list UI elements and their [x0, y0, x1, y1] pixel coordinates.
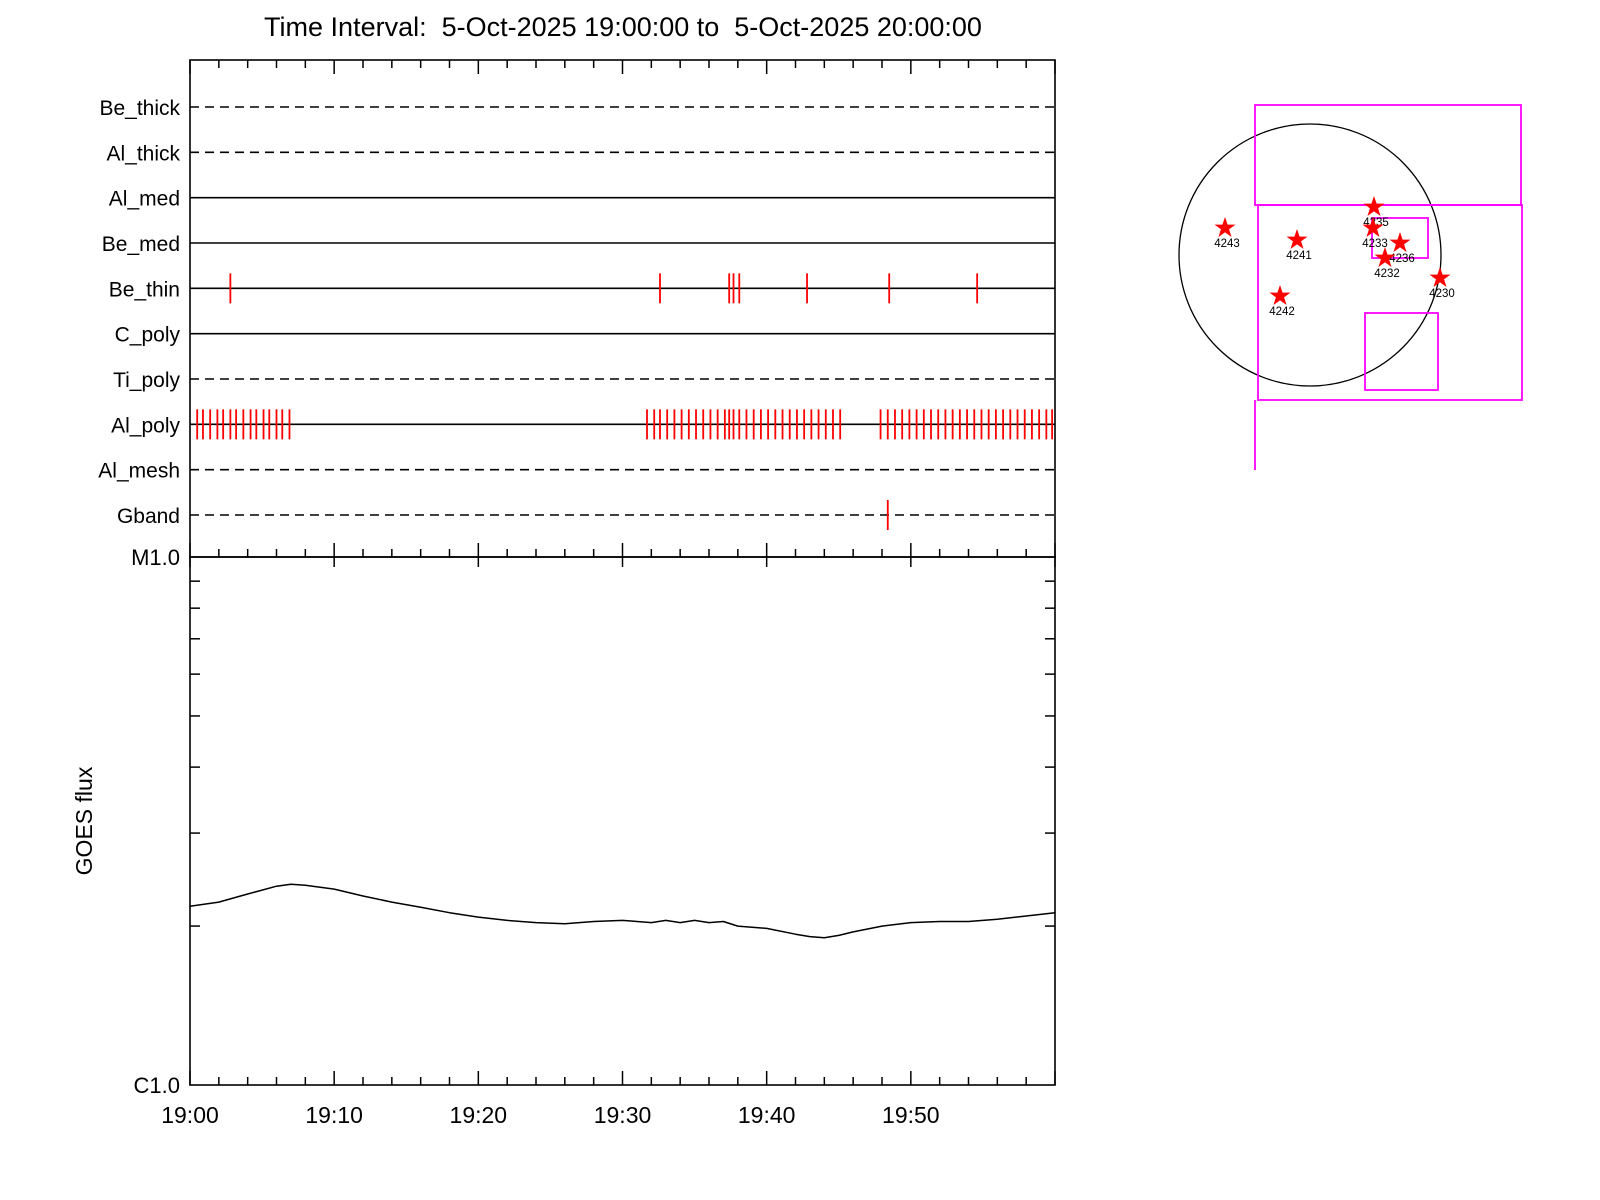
- active-region-star: [1362, 216, 1384, 237]
- goes-flux-axis-label: GOES flux: [71, 766, 97, 875]
- filter-row-label: Al_mesh: [98, 460, 180, 483]
- filter-row-label: Al_poly: [111, 414, 180, 437]
- filter-row-label: Be_thin: [109, 278, 180, 301]
- active-region-label: 4233: [1362, 238, 1388, 250]
- active-region-star: [1286, 228, 1308, 249]
- x-tick-label: 19:30: [594, 1102, 652, 1128]
- active-region-star: [1269, 284, 1291, 305]
- fov-box: [1254, 104, 1522, 206]
- goes-panel-border: [189, 556, 1056, 1086]
- fov-box: [1371, 217, 1429, 259]
- active-region-star: [1363, 195, 1385, 216]
- active-region-label: 4243: [1214, 238, 1240, 250]
- filter-row-label: Be_thick: [99, 97, 180, 120]
- active-region-label: 4236: [1389, 253, 1415, 265]
- filter-row-label: Ti_poly: [113, 369, 180, 392]
- filter-row-label: Be_med: [102, 233, 180, 256]
- x-tick-label: 19:50: [882, 1102, 940, 1128]
- x-tick-label: 19:00: [161, 1102, 219, 1128]
- time-interval-title: Time Interval: 5-Oct-2025 19:00:00 to 5-…: [264, 12, 982, 42]
- filter-row-label: Al_thick: [106, 142, 180, 165]
- fov-box: [1364, 312, 1439, 391]
- x-tick-label: 19:20: [450, 1102, 508, 1128]
- goes-flux-curve: [189, 883, 1056, 939]
- active-region-star: [1389, 231, 1411, 252]
- x-tick-label: 19:10: [305, 1102, 363, 1128]
- solar-limb-circle: [1178, 123, 1442, 387]
- fov-box: [1257, 204, 1523, 401]
- goes-y-bottom-label: C1.0: [134, 1073, 180, 1098]
- active-region-star: [1429, 266, 1451, 287]
- active-region-label: 4232: [1374, 268, 1400, 280]
- active-region-label: 4241: [1286, 250, 1312, 262]
- filter-row-label: C_poly: [115, 324, 181, 347]
- goes-y-top-label: M1.0: [131, 545, 180, 570]
- filter-row-label: Al_med: [109, 188, 180, 211]
- x-tick-label: 19:40: [738, 1102, 796, 1128]
- active-region-star: [1374, 246, 1396, 267]
- active-region-label: 4242: [1269, 306, 1295, 318]
- active-region-star: [1214, 216, 1236, 237]
- active-region-label: 4230: [1429, 288, 1455, 300]
- timeline-panel-border: [189, 59, 1056, 558]
- filter-row-label: Gband: [117, 505, 180, 528]
